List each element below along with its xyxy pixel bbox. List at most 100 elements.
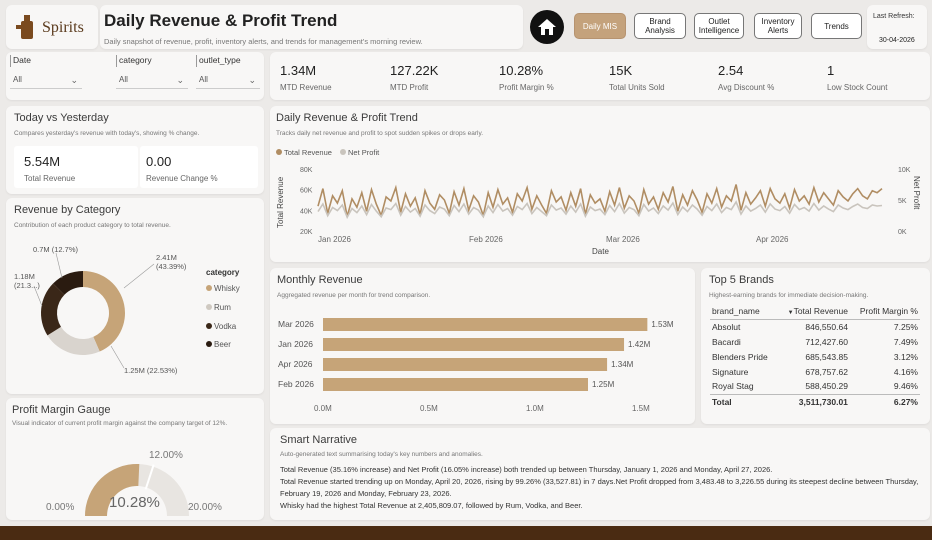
home-button[interactable]: [530, 10, 564, 44]
card-title: Monthly Revenue: [277, 274, 363, 286]
kpi-value: 127.22K: [390, 63, 439, 78]
donut-slice-beer: [53, 271, 83, 295]
category-dropdown[interactable]: All ⌄: [116, 75, 188, 89]
kpi-low-stock: 1 Low Stock Count: [827, 63, 887, 92]
cell-revenue: 846,550.64: [805, 321, 848, 332]
legend-item-rum[interactable]: Rum: [206, 303, 231, 312]
nav-outlet-intelligence-button[interactable]: Outlet Intelligence: [694, 13, 744, 39]
card-title: Top 5 Brands: [709, 274, 774, 286]
card-title: Today vs Yesterday: [14, 112, 109, 124]
kpi-mtd-profit: 127.22K MTD Profit: [390, 63, 438, 92]
footer-bar: [0, 526, 932, 540]
table-row[interactable]: Blenders Pride 685,543.85 3.12%: [710, 349, 920, 364]
nav-daily-mis-button[interactable]: Daily MIS: [574, 13, 626, 39]
cell-margin: 3.12%: [893, 351, 918, 362]
cell-margin: 9.46%: [893, 381, 918, 392]
legend-dot: [206, 323, 212, 329]
category-slicer-value: All: [119, 75, 128, 84]
x-tick-label: Jan 2026: [318, 235, 351, 244]
outlet-type-slicer-label: outlet_type: [196, 55, 260, 67]
table-row[interactable]: Signature 678,757.62 4.16%: [710, 364, 920, 379]
cell-total-revenue: 3,511,730.01: [777, 393, 850, 409]
bar-apr-2026: [323, 358, 608, 371]
outlet-type-slicer-value: All: [199, 75, 208, 84]
y-tick-label: 60K: [300, 188, 313, 195]
card-subtitle: Contribution of each product category to…: [14, 222, 171, 229]
bar-value-label: 1.53M: [651, 320, 674, 329]
kpi-mtd-revenue: 1.34M MTD Revenue: [280, 63, 332, 92]
cell-brand: Blenders Pride: [712, 351, 768, 362]
table-row[interactable]: Bacardi 712,427.60 7.49%: [710, 334, 920, 349]
card-subtitle: Compares yesterday's revenue with today'…: [14, 130, 200, 137]
category-donut-chart: [33, 252, 155, 369]
date-dropdown[interactable]: All ⌄: [10, 75, 82, 89]
top-brands-table: brand_name ▼Total Revenue Profit Margin …: [710, 304, 920, 409]
y-tick-label: 40K: [300, 208, 313, 215]
legend-item-vodka[interactable]: Vodka: [206, 322, 236, 331]
total-revenue-tile: 5.54M Total Revenue: [14, 146, 138, 188]
daily-trend-chart: 80K 60K 40K 20K 10K 5K 0K Jan 2026 Feb 2026 Mar 2…: [276, 167, 921, 256]
kpi-value: 10.28%: [499, 63, 544, 78]
bar-jan-2026: [323, 338, 625, 351]
column-header-margin[interactable]: Profit Margin %: [849, 304, 920, 320]
profit-margin-gauge-card: Profit Margin Gauge Visual indicator of …: [6, 398, 264, 520]
bar-category-label: Mar 2026: [278, 319, 314, 329]
kpi-strip: [270, 52, 930, 100]
gauge-min-label: 0.00%: [46, 502, 75, 513]
bar-value-label: 1.25M: [592, 380, 615, 389]
outlet-type-dropdown[interactable]: All ⌄: [196, 75, 260, 89]
leader-line: [33, 285, 43, 307]
legend-item-beer[interactable]: Beer: [206, 340, 231, 349]
line-series-total-revenue: [317, 184, 883, 219]
legend-item-whisky[interactable]: Whisky: [206, 284, 240, 293]
slicer-panel: [6, 52, 264, 100]
today-vs-yesterday-card: Today vs Yesterday Compares yesterday's …: [6, 106, 264, 194]
revenue-by-category-card: Revenue by Category Contribution of each…: [6, 198, 264, 394]
nav-brand-analysis-button[interactable]: Brand Analysis: [634, 13, 686, 39]
legend-total-revenue[interactable]: Total Revenue: [276, 148, 332, 157]
table-row[interactable]: Royal Stag 588,450.29 9.46%: [710, 379, 920, 394]
chevron-down-icon: ⌄: [176, 75, 184, 85]
leader-line: [123, 263, 155, 289]
monthly-revenue-chart: Mar 2026 1.53M Jan 2026 1.42M Apr 2026 1.34M F…: [278, 318, 674, 413]
kpi-label: Low Stock Count: [827, 83, 888, 92]
cell-brand: Absolut: [712, 321, 741, 332]
category-slicer-label: category: [116, 55, 188, 67]
card-subtitle: Visual indicator of current profit margi…: [12, 420, 228, 427]
legend-net-profit[interactable]: Net Profit: [340, 148, 379, 157]
bar-mar-2026: [323, 318, 648, 331]
cell-total-label: Total: [710, 393, 778, 409]
table-row[interactable]: Absolut 846,550.64 7.25%: [710, 319, 920, 334]
kpi-value: 15K: [609, 63, 633, 78]
card-title: Daily Revenue & Profit Trend: [276, 112, 418, 124]
sort-desc-icon: ▼: [787, 310, 794, 317]
donut-label-beer: 0.7M (12.7%): [33, 245, 79, 254]
outlet-type-slicer[interactable]: outlet_type All ⌄: [196, 55, 260, 95]
smart-narrative-card: Smart Narrative Auto-generated text summ…: [270, 428, 930, 520]
gauge-value: 10.28%: [109, 494, 160, 511]
date-slicer[interactable]: Date All ⌄: [10, 55, 82, 95]
donut-label-rum: 1.25M (22.53%): [124, 366, 178, 375]
kpi-avg-discount: 2.54 Avg Discount %: [718, 63, 774, 92]
kpi-label: MTD Revenue: [280, 83, 332, 92]
cell-margin: 7.49%: [893, 336, 918, 347]
card-title: Profit Margin Gauge: [12, 404, 111, 416]
donut-slice-vodka: [40, 283, 65, 336]
category-slicer[interactable]: category All ⌄: [116, 55, 188, 95]
logo-card: Spirits: [6, 5, 98, 49]
x-tick-label: Mar 2026: [606, 235, 640, 244]
last-refresh-value: 30-04-2026: [879, 37, 915, 44]
line-series-net-profit: [317, 200, 883, 220]
card-subtitle: Highest-earning brands for immediate dec…: [709, 292, 869, 299]
nav-trends-button[interactable]: Trends: [811, 13, 862, 39]
total-revenue-label: Total Revenue: [24, 174, 76, 183]
logo-text: Spirits: [42, 19, 84, 36]
nav-inventory-alerts-button[interactable]: Inventory Alerts: [754, 13, 802, 39]
donut-slice-whisky: [83, 271, 126, 352]
table-header-row: brand_name ▼Total Revenue Profit Margin …: [710, 304, 920, 320]
bar-value-label: 1.34M: [611, 360, 634, 369]
column-header-brand[interactable]: brand_name: [710, 304, 778, 320]
y-tick-label: 20K: [300, 229, 313, 236]
y2-tick-label: 10K: [898, 167, 911, 174]
column-header-revenue[interactable]: ▼Total Revenue: [777, 304, 850, 320]
